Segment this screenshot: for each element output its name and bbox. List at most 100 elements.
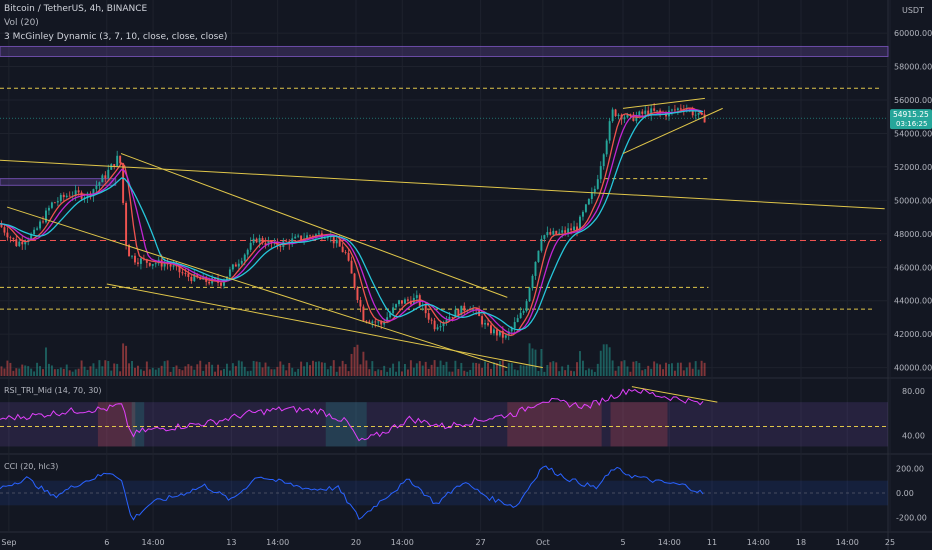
candle-body bbox=[335, 239, 338, 244]
candle-body bbox=[128, 244, 131, 257]
time-tick-label: 6 bbox=[104, 538, 109, 547]
candle-body bbox=[576, 226, 578, 231]
candle-body bbox=[581, 211, 584, 217]
candle-body bbox=[392, 307, 395, 314]
volume-bar bbox=[558, 371, 561, 376]
candle-body bbox=[12, 237, 15, 240]
candle-body bbox=[243, 254, 246, 261]
candle-body bbox=[380, 321, 383, 325]
volume-bar bbox=[380, 370, 383, 376]
time-tick-label: 14:00 bbox=[142, 538, 165, 547]
candle-body bbox=[641, 111, 644, 114]
trendlines[interactable] bbox=[0, 97, 885, 369]
candle-body bbox=[184, 273, 187, 275]
candle-body bbox=[448, 316, 451, 321]
volume-bar bbox=[217, 364, 220, 376]
candle-body bbox=[125, 202, 128, 245]
volume-bar bbox=[641, 370, 644, 376]
volume-bar bbox=[131, 361, 133, 376]
candle-body bbox=[92, 189, 95, 197]
candle-body bbox=[528, 287, 531, 302]
volume-bar bbox=[291, 367, 294, 376]
volume-bar bbox=[460, 362, 463, 376]
volume-bar bbox=[122, 343, 125, 376]
volume-bar bbox=[564, 370, 567, 376]
volume-bar bbox=[415, 363, 418, 376]
volume-bar bbox=[430, 364, 433, 376]
volume-bar bbox=[395, 371, 398, 376]
volume-bar bbox=[525, 365, 528, 376]
price-tick-label: 40000.00 bbox=[894, 364, 932, 373]
volume-bar bbox=[374, 371, 377, 376]
volume-bar bbox=[225, 363, 228, 376]
volume-bar bbox=[398, 361, 400, 376]
rsi-divergence-line bbox=[631, 386, 718, 403]
volume-bar bbox=[169, 371, 172, 376]
time-tick-label: 18 bbox=[796, 538, 806, 547]
volume-bar bbox=[466, 371, 469, 376]
time-tick-label: 14:00 bbox=[391, 538, 414, 547]
volume-bar bbox=[36, 362, 39, 376]
volume-bar bbox=[368, 369, 371, 376]
volume-bar bbox=[409, 360, 412, 376]
candle-body bbox=[0, 223, 3, 228]
volume-bar bbox=[427, 368, 430, 376]
candle-body bbox=[383, 322, 386, 325]
volume-bar bbox=[323, 362, 326, 376]
trendline[interactable] bbox=[106, 283, 543, 369]
volume-bar bbox=[125, 345, 128, 376]
candle-body bbox=[522, 311, 525, 313]
volume-bar bbox=[83, 366, 86, 376]
trendline[interactable] bbox=[622, 97, 705, 109]
volume-bar bbox=[110, 370, 113, 376]
volume-bar bbox=[596, 363, 599, 376]
candle-body bbox=[172, 265, 175, 267]
candle-body bbox=[332, 235, 335, 244]
volume-bar bbox=[593, 371, 596, 376]
candle-body bbox=[371, 321, 374, 323]
volume-bar bbox=[80, 360, 83, 376]
trendline[interactable] bbox=[120, 153, 508, 298]
volume-bar bbox=[128, 363, 131, 376]
volume-bar bbox=[211, 364, 214, 376]
candle-body bbox=[59, 194, 62, 202]
volume-bar bbox=[312, 360, 314, 376]
volume-bar bbox=[196, 364, 199, 376]
volume-bar bbox=[635, 361, 638, 376]
volume-bar bbox=[107, 361, 110, 376]
cci-pane bbox=[0, 465, 888, 521]
volume-bar bbox=[673, 370, 676, 376]
volume-bar bbox=[3, 368, 6, 376]
volume-bar bbox=[246, 371, 249, 376]
volume-bar bbox=[12, 370, 15, 376]
volume-bar bbox=[617, 366, 620, 376]
candle-body bbox=[119, 155, 122, 164]
volume-bar bbox=[481, 367, 484, 376]
candle-body bbox=[439, 326, 442, 328]
volume-bar bbox=[77, 368, 80, 376]
volume-bar bbox=[644, 369, 647, 376]
trendline[interactable] bbox=[0, 159, 885, 210]
volume-bar bbox=[223, 368, 225, 376]
cci-label: CCI (20, hlc3) bbox=[4, 462, 59, 471]
volume-bar bbox=[119, 371, 122, 376]
volume-bar bbox=[45, 347, 47, 376]
time-tick-label: 20 bbox=[351, 538, 361, 547]
trendline[interactable] bbox=[622, 107, 723, 154]
volume-bar bbox=[50, 365, 53, 376]
candle-body bbox=[285, 240, 288, 242]
volume-bar bbox=[306, 362, 309, 376]
candle-body bbox=[225, 276, 228, 281]
volume-bar bbox=[602, 344, 605, 376]
volume-bar bbox=[573, 371, 576, 376]
trendline[interactable] bbox=[6, 206, 508, 369]
volume-bar bbox=[691, 368, 694, 376]
volume-bar bbox=[273, 369, 276, 376]
candle-body bbox=[573, 226, 576, 231]
volume-bar bbox=[172, 366, 175, 376]
volume-bar bbox=[510, 363, 513, 376]
volume-bar bbox=[145, 361, 148, 376]
candle-body bbox=[495, 329, 498, 336]
volume-bar bbox=[504, 370, 507, 376]
